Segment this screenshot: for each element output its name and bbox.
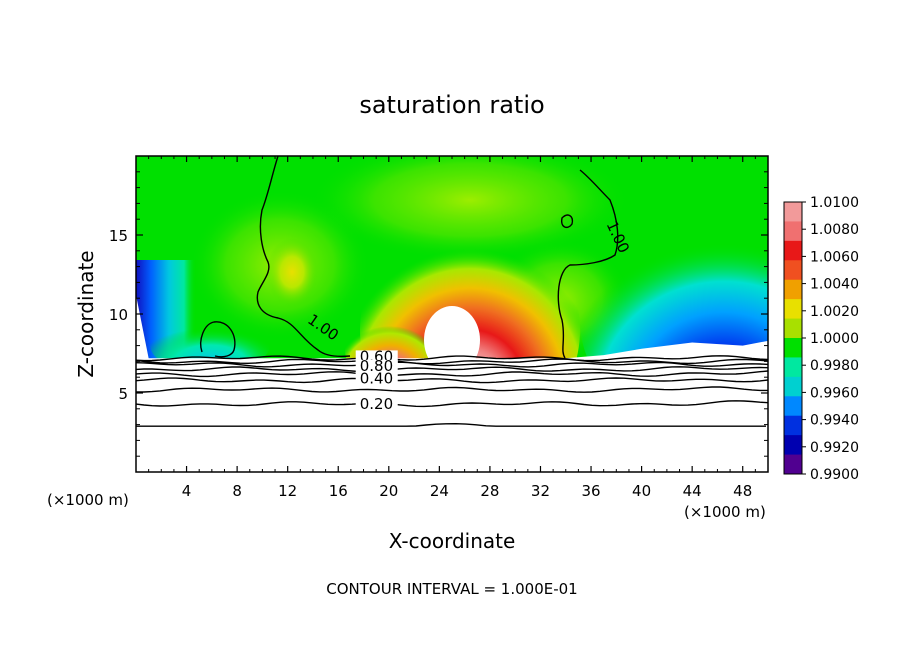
colorbar-swatch bbox=[784, 357, 802, 378]
colorbar-label: 0.9960 bbox=[810, 385, 859, 401]
contour-1.00-left bbox=[256, 156, 351, 358]
contour-label-text: 0.40 bbox=[360, 370, 393, 388]
saturation-field bbox=[136, 156, 768, 472]
colorbar-label: 1.0060 bbox=[810, 249, 859, 265]
lower-contours bbox=[136, 355, 768, 408]
colorbar-swatch bbox=[784, 338, 802, 358]
x-tick-label: 24 bbox=[430, 482, 449, 500]
colorbar-swatch bbox=[784, 240, 802, 261]
base-contour bbox=[136, 422, 766, 427]
colorbar-swatch bbox=[784, 435, 802, 456]
colorbar-swatch bbox=[784, 376, 802, 397]
x-axis-label: X-coordinate bbox=[389, 529, 516, 553]
x-tick-label: 28 bbox=[480, 482, 499, 500]
y-tick-label: 5 bbox=[118, 385, 128, 403]
colorbar-swatch bbox=[784, 260, 802, 281]
colorbar-swatch bbox=[784, 202, 802, 222]
y-axis-label: Z-coordinate bbox=[74, 250, 98, 377]
x-tick-label: 48 bbox=[733, 482, 752, 500]
colorbar-swatch bbox=[784, 454, 802, 475]
contour-label: 0.20 bbox=[355, 395, 398, 413]
chart-title: saturation ratio bbox=[359, 91, 544, 119]
contour-interval-note: CONTOUR INTERVAL = 1.000E-01 bbox=[326, 580, 577, 598]
x-tick-label: 16 bbox=[329, 482, 348, 500]
colorbar-label: 1.0020 bbox=[810, 304, 859, 320]
x-tick-label: 44 bbox=[683, 482, 702, 500]
colorbar-swatch bbox=[784, 279, 802, 300]
colorbar: 1.0100 1.0080 1.0060 1.0040 1.0020 1.0000 0.99… bbox=[784, 195, 859, 483]
x-axis-ticks: 4 8 12 16 20 24 28 32 36 40 44 48 bbox=[148, 156, 756, 500]
contour-label-bg bbox=[355, 372, 398, 387]
contour-1.00-bump bbox=[200, 321, 236, 358]
colorbar-label: 0.9900 bbox=[810, 467, 859, 483]
y-axis-ticks: 5 10 15 bbox=[109, 171, 768, 457]
colorbar-label: 0.9940 bbox=[810, 413, 859, 429]
colorbar-label: 1.0080 bbox=[810, 222, 859, 238]
contour-1.00-right bbox=[557, 169, 619, 359]
colorbar-label: 0.9920 bbox=[810, 440, 859, 456]
colorbar-label: 1.0000 bbox=[810, 331, 859, 347]
colorbar-label: 1.0100 bbox=[810, 195, 859, 211]
x-tick-label: 32 bbox=[531, 482, 550, 500]
contour-label-bg bbox=[355, 359, 398, 374]
x-tick-label: 8 bbox=[232, 482, 242, 500]
contour-label-bg bbox=[355, 397, 398, 412]
field-yellow-12 bbox=[266, 238, 318, 306]
x-tick-label: 20 bbox=[379, 482, 398, 500]
colorbar-swatch bbox=[784, 299, 802, 320]
colorbar-frame bbox=[783, 201, 803, 475]
contour-label: 0.80 bbox=[355, 357, 398, 375]
x-axis-unit-left: (×1000 m) bbox=[47, 491, 129, 509]
y-tick-label: 15 bbox=[109, 227, 128, 245]
x-tick-label: 4 bbox=[182, 482, 192, 500]
y-tick-label: 10 bbox=[109, 306, 128, 324]
plot-area: 1.001.000.600.800.400.20 bbox=[136, 156, 768, 472]
field-lightgreen-top bbox=[310, 156, 630, 260]
x-axis-unit-right: (×1000 m) bbox=[684, 503, 766, 521]
x-tick-label: 36 bbox=[581, 482, 600, 500]
colorbar-label: 0.9980 bbox=[810, 358, 859, 374]
colorbar-label: 1.0040 bbox=[810, 277, 859, 293]
contour-1.00-small-loop bbox=[560, 214, 574, 229]
colorbar-swatch bbox=[784, 396, 802, 417]
colorbar-swatch bbox=[784, 221, 802, 242]
contour-lines bbox=[136, 156, 768, 427]
x-tick-label: 40 bbox=[632, 482, 651, 500]
contour-label-text: 0.80 bbox=[360, 357, 393, 375]
colorbar-swatch bbox=[784, 415, 802, 436]
contour-label-text: 0.20 bbox=[360, 395, 393, 413]
colorbar-swatch bbox=[784, 318, 802, 339]
lower-white-region bbox=[136, 295, 768, 472]
contour-label: 0.40 bbox=[355, 370, 398, 388]
x-tick-label: 12 bbox=[278, 482, 297, 500]
